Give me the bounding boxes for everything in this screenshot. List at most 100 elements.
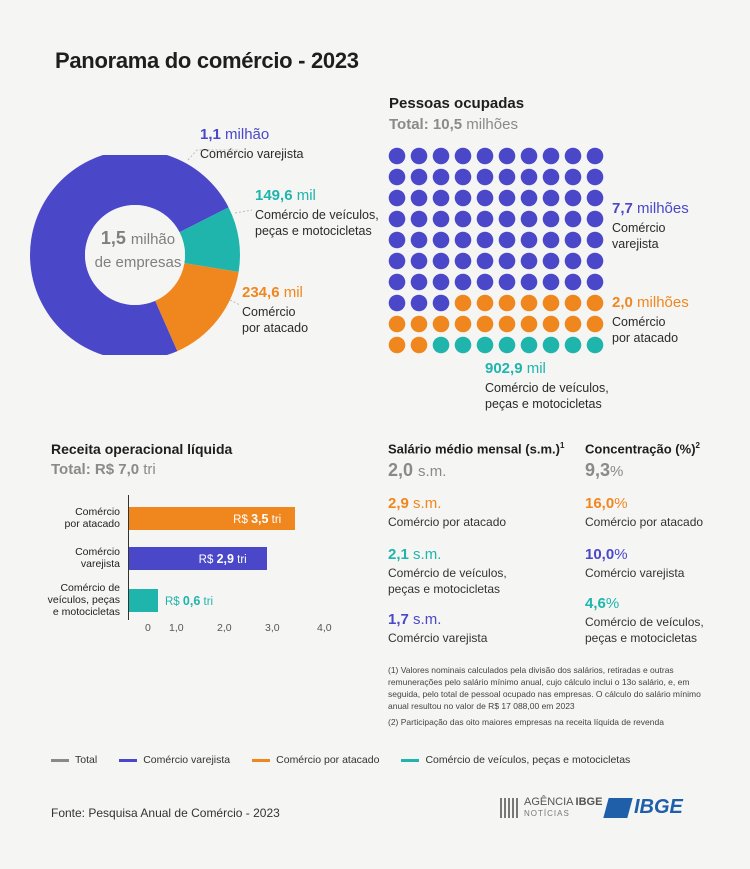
dot-varejista: [433, 211, 450, 228]
donut-label-varejista: 1,1 milhão Comércio varejista: [200, 126, 304, 162]
legend-atacado: Comércio por atacado: [252, 754, 379, 766]
receita-total-value: R$ 7,0: [95, 461, 139, 478]
dot-veiculos: [565, 337, 582, 354]
dot-varejista: [433, 190, 450, 207]
pv-label1: Comércio: [612, 220, 689, 236]
dot-varejista: [389, 274, 406, 291]
bar-label-atacado: Comércio por atacado: [20, 506, 120, 530]
veiculos-unit: mil: [297, 187, 316, 204]
receita-heading: Receita operacional líquida: [51, 441, 232, 457]
fonte: Fonte: Pesquisa Anual de Comércio - 2023: [51, 806, 280, 820]
dot-varejista: [499, 148, 516, 165]
pessoas-header: Pessoas ocupadas Total: 10,5 milhões: [389, 95, 524, 133]
donut-label-atacado: 234,6 mil Comércio por atacado: [242, 284, 308, 336]
bar-chart: Comércio por atacado Comércio varejista …: [20, 495, 350, 640]
tick-2: 2,0: [217, 622, 232, 634]
dot-varejista: [521, 274, 538, 291]
salario-item-atacado: 2,9 s.m. Comércio por atacado: [388, 495, 564, 530]
conc-item-veiculos: 4,6% Comércio de veículos, peças e motoc…: [585, 595, 704, 646]
pv-label2: varejista: [612, 236, 689, 252]
veiculos-label2: peças e motocicletas: [255, 223, 379, 239]
dot-varejista: [477, 169, 494, 186]
leader-veiculos: [235, 210, 252, 213]
pessoas-label-varejista: 7,7 milhões Comércio varejista: [612, 200, 689, 252]
sal-varejista-unit: s.m.: [413, 611, 441, 628]
dot-varejista: [433, 253, 450, 270]
dot-varejista: [543, 169, 560, 186]
dot-atacado: [587, 295, 604, 312]
dot-atacado: [543, 295, 560, 312]
dot-veiculos: [477, 337, 494, 354]
dot-varejista: [389, 190, 406, 207]
dot-atacado: [499, 295, 516, 312]
legend-veiculos-swatch: [401, 759, 419, 762]
legend-varejista: Comércio varejista: [119, 754, 230, 766]
dot-varejista: [565, 211, 582, 228]
bar-varejista-label2: varejista: [20, 558, 120, 570]
legend-total-label: Total: [75, 754, 97, 766]
legend: Total Comércio varejista Comércio por at…: [51, 754, 630, 766]
dot-atacado: [411, 316, 428, 333]
sal-veiculos-label2: peças e motocicletas: [388, 581, 564, 597]
atacado-label2: por atacado: [242, 320, 308, 336]
pv-unit: milhões: [637, 200, 689, 217]
leader-atacado: [230, 300, 240, 305]
ibge-logo: IBGE: [606, 796, 683, 819]
bar-veiculos-label2: veículos, peças: [20, 594, 120, 606]
pve-value: 902,9: [485, 360, 523, 377]
dot-varejista: [411, 232, 428, 249]
conc-veiculos-label1: Comércio de veículos,: [585, 614, 704, 630]
dot-atacado: [477, 316, 494, 333]
pessoas-label-veiculos: 902,9 mil Comércio de veículos, peças e …: [485, 360, 609, 412]
dot-varejista: [587, 253, 604, 270]
dot-varejista: [433, 232, 450, 249]
dot-atacado: [587, 316, 604, 333]
dot-varejista: [499, 253, 516, 270]
donut-leaders: [0, 0, 750, 869]
dot-veiculos: [521, 337, 538, 354]
dot-varejista: [455, 190, 472, 207]
salario-item-varejista: 1,7 s.m. Comércio varejista: [388, 611, 564, 646]
dot-veiculos: [455, 337, 472, 354]
dot-varejista: [389, 169, 406, 186]
dot-varejista: [433, 148, 450, 165]
dot-atacado: [455, 295, 472, 312]
pv-value: 7,7: [612, 200, 633, 217]
tick-4: 4,0: [317, 622, 332, 634]
conc-varejista-unit: %: [614, 546, 627, 563]
dot-varejista: [543, 148, 560, 165]
sal-veiculos-value: 2,1: [388, 546, 409, 563]
bar-veiculos-value: R$ 0,6 tri: [165, 594, 213, 608]
pessoas-total-unit: milhões: [466, 116, 518, 133]
dot-atacado: [565, 295, 582, 312]
dot-varejista: [433, 274, 450, 291]
dot-atacado: [411, 337, 428, 354]
dot-varejista: [587, 148, 604, 165]
conc-total-value: 9,3: [585, 460, 610, 480]
pa-label1: Comércio: [612, 314, 689, 330]
bar-varejista-value: R$ 2,9 tri: [199, 552, 247, 566]
pessoas-total-label: Total:: [389, 116, 429, 133]
conc-sup: 2: [696, 441, 700, 450]
legend-varejista-label: Comércio varejista: [143, 754, 230, 766]
legend-total: Total: [51, 754, 97, 766]
ibge-logo-icon: [603, 798, 632, 818]
bar-veiculos-label1: Comércio de: [20, 582, 120, 594]
dot-atacado: [521, 316, 538, 333]
dot-varejista: [411, 169, 428, 186]
dot-varejista: [433, 295, 450, 312]
conc-item-atacado: 16,0% Comércio por atacado: [585, 495, 704, 530]
sal-varejista-value: 1,7: [388, 611, 409, 628]
legend-veiculos-label: Comércio de veículos, peças e motociclet…: [425, 754, 630, 766]
pa-value: 2,0: [612, 294, 633, 311]
dot-varejista: [455, 169, 472, 186]
sal-atacado-label: Comércio por atacado: [388, 514, 564, 530]
dot-veiculos: [499, 337, 516, 354]
pa-unit: milhões: [637, 294, 689, 311]
ibge-logo-text: IBGE: [634, 796, 683, 819]
pve-unit: mil: [527, 360, 546, 377]
sal-varejista-label: Comércio varejista: [388, 630, 564, 646]
dot-varejista: [587, 232, 604, 249]
sal-veiculos-unit: s.m.: [413, 546, 441, 563]
pessoas-heading: Pessoas ocupadas: [389, 95, 524, 112]
